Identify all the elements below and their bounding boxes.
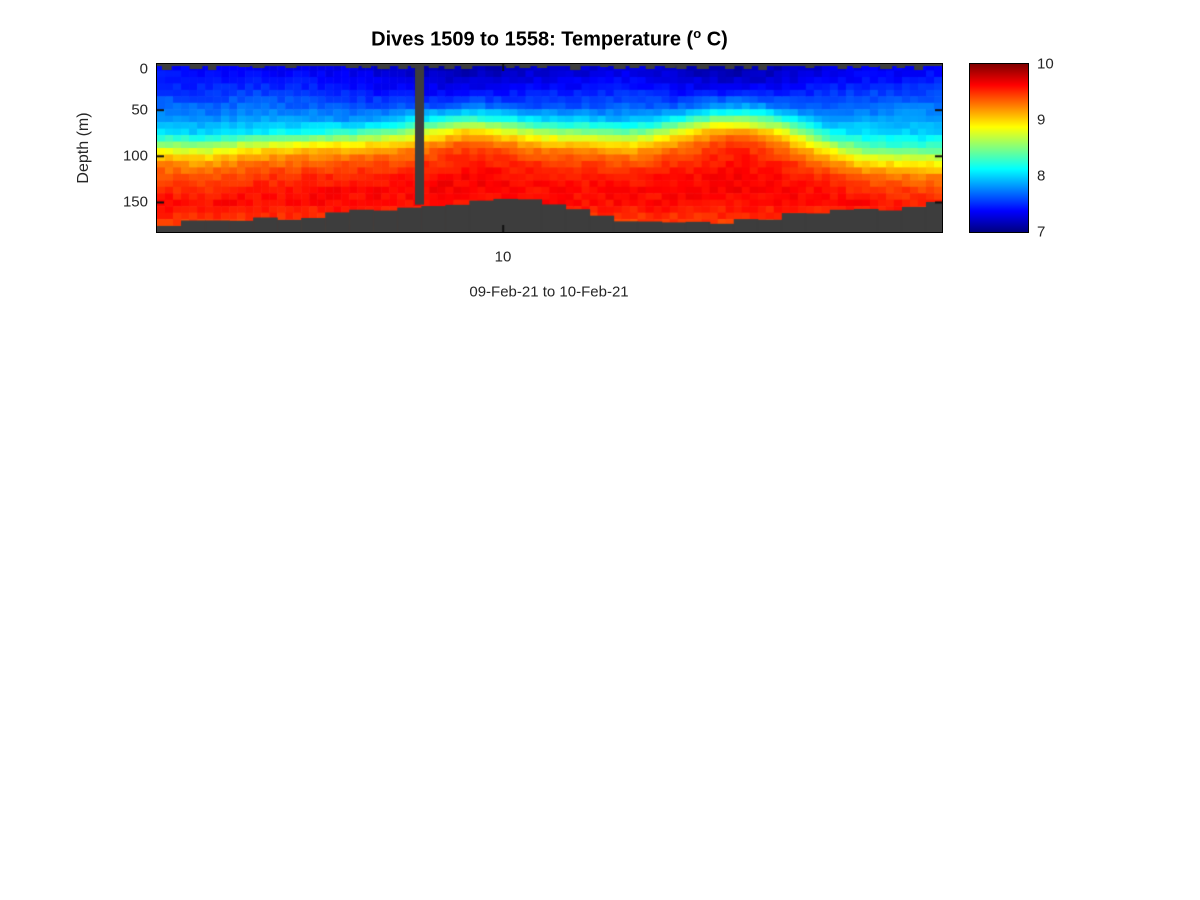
y-tick-150: 150 [122,193,148,211]
x-axis-tick-label: 10 [494,248,512,266]
colorbar-tick-9: 9 [1037,111,1046,129]
colorbar-tick-10: 10 [1037,55,1054,73]
temperature-section-plot [156,63,943,233]
temperature-heatmap [157,64,942,232]
chart-title-degree-superscript: o [693,26,702,41]
y-tick-50: 50 [131,101,148,119]
colorbar-tick-7: 7 [1037,223,1046,241]
colorbar-tick-8: 8 [1037,167,1046,185]
y-tick-0: 0 [139,60,148,78]
x-axis-label: 09-Feb-21 to 10-Feb-21 [469,283,629,301]
y-tick-100: 100 [122,147,148,165]
colorbar [969,63,1029,233]
chart-title-text: Dives 1509 to 1558: Temperature ( [371,28,694,51]
chart-title: Dives 1509 to 1558: Temperature (o C) [157,26,942,52]
chart-title-suffix: C) [701,28,728,51]
